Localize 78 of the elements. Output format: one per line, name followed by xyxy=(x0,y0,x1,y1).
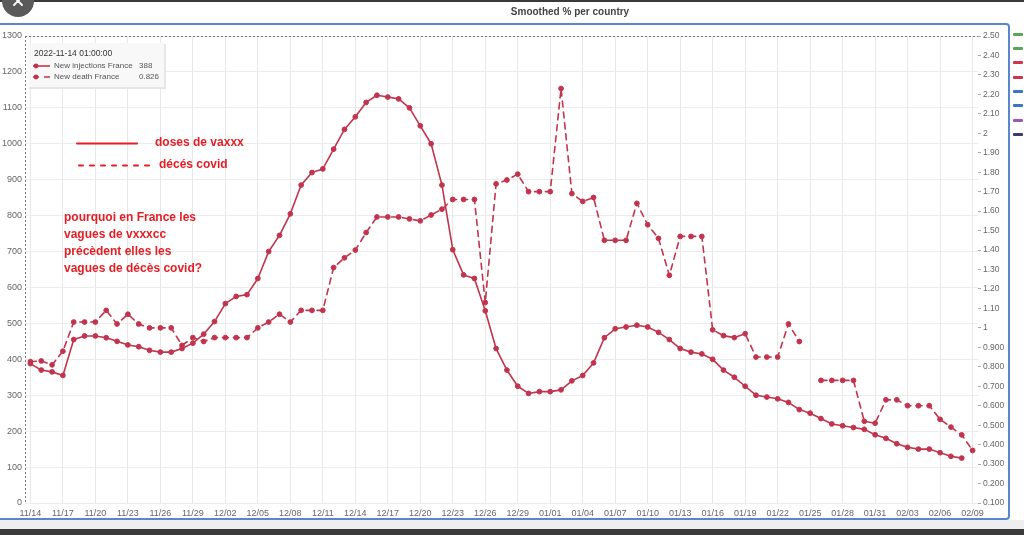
y-tick-label: 1200 xyxy=(1,66,22,77)
x-tick-label: 12/29 xyxy=(506,507,530,518)
y2-tick-label: 1.60 xyxy=(983,205,1000,216)
x-tick-label: 12/20 xyxy=(409,507,432,518)
x-tick-label: 12/08 xyxy=(279,507,302,518)
x-tick-label: 02/06 xyxy=(928,507,952,518)
x-tick-label: 01/01 xyxy=(538,507,562,518)
y2-tick-label: 1.20 xyxy=(983,283,1000,294)
x-tick-label: 11/26 xyxy=(149,507,172,518)
y-tick-label: 0 xyxy=(16,497,22,508)
x-tick-label: 01/28 xyxy=(831,507,854,518)
y-tick-label: 1000 xyxy=(1,138,22,149)
y-tick-label: 400 xyxy=(6,353,22,364)
y-tick-label: 800 xyxy=(6,210,22,221)
x-tick-label: 01/04 xyxy=(571,507,594,518)
x-tick-label: 11/14 xyxy=(19,507,42,518)
x-tick-label: 01/25 xyxy=(798,507,822,518)
y2-tick-label: 2.40 xyxy=(983,49,1000,60)
x-tick-label: 01/10 xyxy=(636,507,659,518)
y2-tick-label: 0.800 xyxy=(983,361,1005,372)
y2-tick-label: 0.300 xyxy=(983,458,1005,469)
y2-tick-label: 0.600 xyxy=(983,400,1005,411)
annotation: doses de vaxxx xyxy=(155,135,245,150)
x-tick-label: 12/26 xyxy=(473,507,497,518)
y2-tick-label: 0.700 xyxy=(983,380,1005,391)
y-tick-label: 900 xyxy=(6,174,22,185)
x-tick-label: 11/20 xyxy=(84,507,107,518)
x-tick-label: 02/03 xyxy=(896,507,919,518)
y2-tick-label: 0.900 xyxy=(983,341,1005,352)
x-tick-label: 02/09 xyxy=(961,507,984,518)
y2-tick-label: 2 xyxy=(983,127,988,138)
annotation: décés covid xyxy=(159,157,228,172)
y2-tick-label: 1.30 xyxy=(983,263,1000,274)
x-tick-label: 01/07 xyxy=(603,507,627,518)
x-tick-label: 11/17 xyxy=(51,507,74,518)
annotation: 388 xyxy=(139,61,153,71)
y-tick-label: 500 xyxy=(6,317,22,328)
y-tick-label: 1300 xyxy=(1,30,22,41)
x-tick-label: 11/23 xyxy=(116,507,139,518)
annotation: 0.826 xyxy=(139,72,160,82)
x-tick-label: 12/02 xyxy=(214,507,237,518)
x-tick-label: 12/17 xyxy=(376,507,400,518)
y2-tick-label: 2.30 xyxy=(983,69,1000,80)
legend-title: 2022-11-14 01:00:00 xyxy=(34,48,113,59)
y-tick-label: 1100 xyxy=(2,102,22,113)
x-tick-label: 01/19 xyxy=(733,507,757,518)
y2-tick-label: 1 xyxy=(983,322,988,333)
y-tick-label: 300 xyxy=(6,389,22,400)
y2-tick-label: 0.400 xyxy=(983,438,1005,449)
y2-tick-label: 0.500 xyxy=(983,419,1005,430)
y2-tick-label: 0.100 xyxy=(983,497,1005,508)
y-tick-label: 700 xyxy=(6,246,22,257)
x-tick-label: 12/05 xyxy=(246,507,270,518)
legend-label: New injections France xyxy=(54,61,134,71)
chart-title: Smoothed % per country xyxy=(510,5,630,17)
y2-tick-label: 0.200 xyxy=(983,477,1005,488)
y2-tick-label: 1.10 xyxy=(983,302,1000,313)
y2-tick-label: 1.50 xyxy=(983,224,1000,235)
legend-label: New death France xyxy=(54,72,120,82)
x-tick-label: 11/29 xyxy=(181,507,204,518)
annotation: pourquoi en France les vagues de vxxxcc précèdent elles les vagues de décès covid? xyxy=(64,210,203,276)
x-tick-label: 01/31 xyxy=(863,507,887,518)
y2-tick-label: 1.70 xyxy=(983,186,1000,197)
x-tick-label: 01/13 xyxy=(668,507,692,518)
y-tick-label: 100 xyxy=(6,461,22,472)
y2-tick-label: 2.20 xyxy=(983,88,1000,99)
x-tick-label: 12/23 xyxy=(441,507,465,518)
y2-tick-label: 1.80 xyxy=(983,166,1000,177)
y2-tick-label: 1.90 xyxy=(983,147,1000,158)
x-tick-label: 01/22 xyxy=(766,507,789,518)
x-tick-label: 12/14 xyxy=(344,507,367,518)
y-tick-label: 600 xyxy=(6,281,22,292)
y-tick-label: 200 xyxy=(6,425,22,436)
y2-tick-label: 2.50 xyxy=(983,30,1000,41)
x-tick-label: 01/16 xyxy=(701,507,724,518)
x-tick-label: 12/11 xyxy=(311,507,334,518)
y2-tick-label: 1.40 xyxy=(983,244,1000,255)
y2-tick-label: 2.10 xyxy=(983,108,1000,119)
